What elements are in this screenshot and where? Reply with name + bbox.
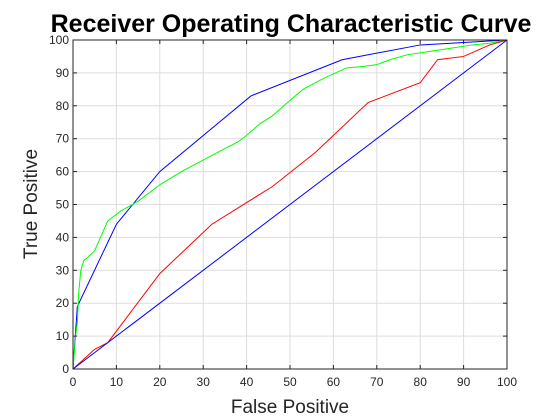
series-line-2 (72, 39, 508, 370)
y-tick-label: 20 (56, 296, 70, 310)
y-tick-label: 40 (56, 230, 70, 244)
series-line-1 (72, 39, 508, 370)
x-tick-label: 40 (240, 375, 254, 389)
y-tick-label: 90 (56, 66, 70, 80)
y-tick-label: 80 (56, 99, 70, 113)
x-tick-label: 100 (497, 375, 517, 389)
y-tick-label: 0 (62, 362, 69, 376)
series-group (72, 39, 508, 370)
x-axis-label: False Positive (231, 397, 349, 418)
y-tick-label: 100 (49, 33, 69, 47)
y-tick-label: 60 (56, 165, 70, 179)
y-axis-label: True Positive (21, 149, 42, 259)
x-tick-label: 50 (283, 375, 297, 389)
axis-ticks: 0 10 20 30 40 50 60 70 80 90 100 0 10 20 30 40 50 60 70 80 9… (49, 33, 517, 389)
y-tick-label: 10 (56, 329, 70, 343)
series-line-3 (72, 39, 508, 370)
x-tick-label: 90 (457, 375, 471, 389)
x-tick-label: 70 (370, 375, 384, 389)
x-tick-label: 80 (414, 375, 428, 389)
x-tick-label: 10 (110, 375, 124, 389)
x-tick-label: 30 (197, 375, 211, 389)
y-tick-label: 30 (56, 263, 70, 277)
series-line-4 (72, 39, 508, 370)
x-tick-label: 0 (70, 375, 77, 389)
y-tick-label: 50 (56, 198, 70, 212)
x-tick-label: 20 (153, 375, 167, 389)
chart-title: Receiver Operating Characteristic Curve (51, 10, 532, 38)
x-tick-label: 60 (327, 375, 341, 389)
y-tick-label: 70 (56, 132, 70, 146)
